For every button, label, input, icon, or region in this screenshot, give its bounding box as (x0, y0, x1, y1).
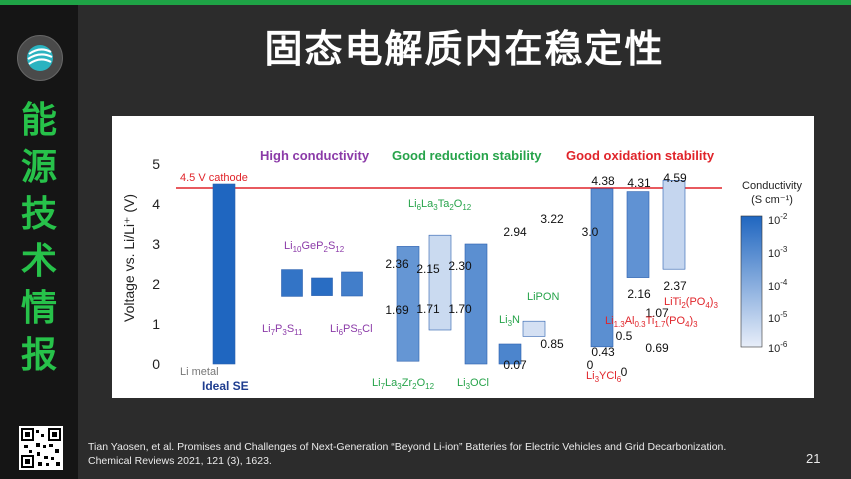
bar-li3ycl6 (590, 188, 614, 348)
sidebar-char: 情 (20, 288, 57, 329)
compound-label-li10gep2s12: Li10GeP2S12 (284, 240, 345, 254)
compound-label-latp: Li1.3Al0.3Ti1.7(PO4)3 (605, 315, 698, 329)
top-accent-bar (0, 0, 851, 5)
compound-label-li6ps5cl: Li6PS5Cl (330, 323, 373, 337)
value-label: 1.07 (645, 306, 669, 320)
slide-title: 固态电解质内在稳定性 (264, 27, 665, 71)
sidebar-vertical-text: 能 源 技 术 情 报 (14, 97, 64, 379)
compound-label-li3n: Li3N (499, 314, 520, 328)
bar-li3n (498, 343, 522, 365)
citation: Tian Yaosen, et al. Promises and Challen… (88, 440, 788, 468)
compound-label-llto: Li6La3Ta2O12 (408, 198, 472, 212)
sidebar: 能 源 技 术 情 报 (0, 5, 78, 479)
compound-label-llzo: Li7La3Zr2O12 (372, 377, 435, 391)
bar-li7p3s11 (281, 269, 303, 297)
value-label: 2.36 (385, 257, 409, 271)
value-label: 2.37 (663, 279, 687, 293)
legend-unit: (S cm⁻¹) (751, 194, 793, 206)
bar-li6ps5cl (341, 271, 363, 297)
bar-llto (428, 234, 452, 331)
value-label: 0.07 (503, 358, 527, 372)
group-label-oxidation-stability: Good oxidation stability (566, 148, 715, 163)
value-label: 4.38 (591, 174, 615, 188)
value-label: 0.5 (616, 329, 633, 343)
compound-label-li3ycl6: Li3YCl6 (586, 370, 622, 384)
compound-label-ideal-se: Ideal SE (202, 379, 249, 393)
bar-lipon (522, 320, 546, 337)
bar-latp (626, 191, 650, 278)
chart-panel: Voltage vs. Li/Li⁺ (V) 0 1 2 3 4 5 High … (112, 116, 814, 398)
legend-tick: 10-6 (768, 340, 788, 355)
bar-li10gep2s12 (311, 277, 333, 296)
sidebar-char: 术 (20, 241, 57, 282)
group-label-high-conductivity: High conductivity (260, 148, 370, 163)
value-label: 0 (621, 365, 628, 379)
y-tick-label: 1 (152, 316, 160, 332)
baseline-label: Li metal (180, 366, 219, 378)
value-label: 0.85 (540, 337, 564, 351)
compound-label-li3ocl: Li3OCl (457, 377, 489, 391)
citation-line-2: Chemical Reviews 2021, 121 (3), 1623. (88, 455, 272, 467)
value-label: 2.94 (503, 225, 527, 239)
value-label: 2.15 (416, 262, 440, 276)
value-label: 3.22 (540, 212, 564, 226)
bar-llzo (396, 246, 420, 362)
value-label: 2.16 (627, 287, 651, 301)
cathode-reference-label: 4.5 V cathode (180, 172, 248, 184)
value-label: 2.30 (448, 259, 472, 273)
sidebar-char: 源 (20, 147, 57, 188)
compound-label-li7p3s11: Li7P3S11 (262, 323, 303, 337)
qr-code-graphic (21, 428, 61, 468)
bar-liti2po43 (662, 180, 686, 270)
legend-tick: 10-5 (768, 310, 788, 325)
value-label: 4.31 (627, 176, 651, 190)
value-label: 1.70 (448, 302, 472, 316)
logo-graphic (27, 45, 53, 71)
y-tick-label: 0 (152, 356, 160, 372)
citation-line-1: Tian Yaosen, et al. Promises and Challen… (88, 441, 727, 453)
value-label: 0 (587, 358, 594, 372)
sidebar-char: 技 (20, 194, 57, 235)
value-label: 0.69 (645, 341, 669, 355)
y-tick-label: 2 (152, 276, 160, 292)
bar-li3ocl (464, 243, 488, 365)
value-label: 4.59 (663, 171, 687, 185)
legend-tick: 10-3 (768, 245, 788, 260)
value-label: 0.43 (591, 345, 615, 359)
legend-tick: 10-4 (768, 278, 788, 293)
sidebar-char: 能 (20, 100, 57, 141)
legend-title: Conductivity (742, 180, 802, 192)
sidebar-char: 报 (20, 335, 57, 376)
y-tick-label: 3 (152, 236, 160, 252)
value-label: 1.71 (416, 302, 440, 316)
y-tick-label: 4 (152, 196, 160, 212)
compound-label-lipon: LiPON (527, 291, 559, 303)
y-tick-label: 5 (152, 156, 160, 172)
legend-tick: 10-2 (768, 212, 788, 227)
value-label: 1.69 (385, 303, 409, 317)
qr-code-icon (19, 426, 63, 470)
legend-colorbar (740, 215, 763, 348)
group-label-reduction-stability: Good reduction stability (392, 148, 542, 163)
bar-ideal-se (212, 183, 236, 365)
value-label: 3.0 (582, 225, 599, 239)
page-number: 21 (806, 451, 821, 466)
logo-icon (17, 35, 63, 81)
y-axis-label: Voltage vs. Li/Li⁺ (V) (121, 194, 137, 322)
compound-label-liti2po43: LiTi2(PO4)3 (664, 296, 718, 310)
voltage-window-chart: Voltage vs. Li/Li⁺ (V) 0 1 2 3 4 5 High … (121, 148, 802, 393)
